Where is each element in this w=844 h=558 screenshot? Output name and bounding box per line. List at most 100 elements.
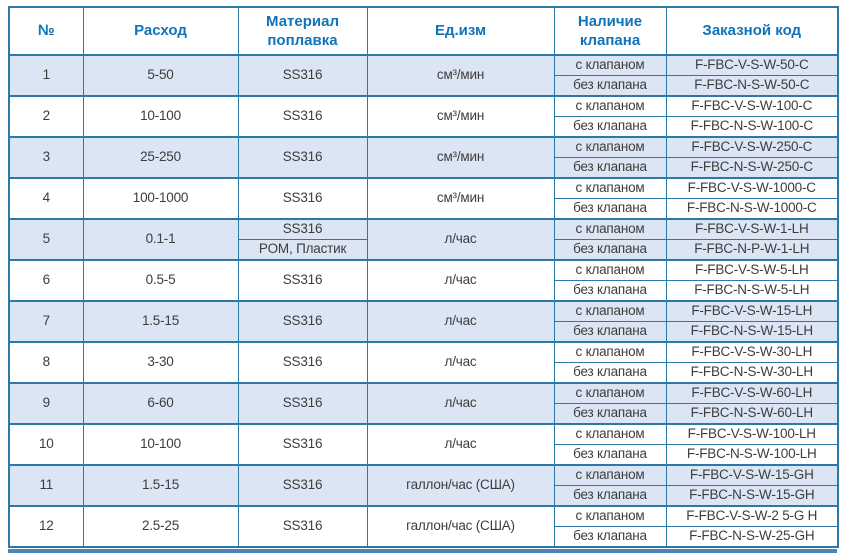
- table-row-variant-with-valve: 3 25-250 SS316 см³/мин с клапаном F-FBC-V-S-W…: [8, 136, 839, 179]
- flowmeter-order-table: № Расход Материал поплавка Ед.изм Наличи…: [8, 6, 839, 548]
- cell-flow: 10-100: [82, 423, 239, 466]
- cell-valve-option: без клапана: [553, 485, 667, 507]
- cell-order-code: F-FBC-N-S-W-15-LH: [665, 321, 839, 343]
- table-row-variant-with-valve: 1 5-50 SS316 см³/мин с клапаном F-FBC-V-S-W-5…: [8, 54, 839, 97]
- cell-material: SS316: [237, 341, 368, 384]
- column-header-code: Заказной код: [665, 6, 839, 56]
- cell-valve-option: с клапаном: [553, 259, 667, 281]
- cell-material: SS316: [237, 382, 368, 425]
- cell-unit: галлон/час (США): [366, 464, 555, 507]
- table-row-variant-with-valve: 5 0.1-1 SS316 л/час с клапаном F-FBC-V-S-W-1-…: [8, 218, 839, 261]
- cell-number: 8: [8, 341, 84, 384]
- cell-material: SS316: [237, 259, 368, 302]
- cell-valve-option: с клапаном: [553, 54, 667, 76]
- table-row-variant-with-valve: 7 1.5-15 SS316 л/час с клапаном F-FBC-V-S-W-1…: [8, 300, 839, 343]
- cell-order-code: F-FBC-V-S-W-1000-C: [665, 177, 839, 199]
- column-header-number: №: [8, 6, 84, 56]
- cell-flow: 0.1-1: [82, 218, 239, 261]
- table-row-variant-without-valve: без клапана F-FBC-N-S-W-5-LH: [9, 280, 839, 302]
- cell-order-code: F-FBC-N-S-W-60-LH: [665, 403, 839, 425]
- cell-order-code: F-FBC-V-S-W-30-LH: [665, 341, 839, 363]
- cell-material: SS316: [237, 177, 368, 220]
- table-row-variant-without-valve: без клапана F-FBC-N-S-W-60-LH: [9, 403, 839, 425]
- cell-order-code: F-FBC-N-S-W-100-C: [665, 116, 839, 138]
- table-row-variant-without-valve: без клапана F-FBC-N-S-W-250-C: [9, 157, 839, 179]
- cell-flow: 6-60: [82, 382, 239, 425]
- cell-valve-option: с клапаном: [553, 423, 667, 445]
- cell-order-code: F-FBC-N-S-W-1000-C: [665, 198, 839, 220]
- cell-valve-option: с клапаном: [553, 218, 667, 240]
- column-header-valve: Наличие клапана: [553, 6, 667, 56]
- table-row-variant-without-valve: без клапана F-FBC-N-S-W-50-C: [9, 75, 839, 97]
- cell-order-code: F-FBC-V-S-W-250-C: [665, 136, 839, 158]
- cell-valve-option: с клапаном: [553, 464, 667, 486]
- cell-valve-option: с клапаном: [553, 382, 667, 404]
- cell-flow: 100-1000: [82, 177, 239, 220]
- cell-order-code: F-FBC-V-S-W-15-LH: [665, 300, 839, 322]
- cell-unit: л/час: [366, 259, 555, 302]
- cell-valve-option: без клапана: [553, 198, 667, 220]
- cell-material-bottom: POM, Пластик: [237, 239, 368, 261]
- cell-flow: 25-250: [82, 136, 239, 179]
- cell-number: 9: [8, 382, 84, 425]
- cell-material-top: SS316: [237, 218, 368, 240]
- cell-valve-option: с клапаном: [553, 136, 667, 158]
- cell-order-code: F-FBC-V-S-W-1-LH: [665, 218, 839, 240]
- table-row-variant-without-valve: без клапана F-FBC-N-S-W-15-GH: [9, 485, 839, 507]
- cell-number: 7: [8, 300, 84, 343]
- cell-valve-option: с клапаном: [553, 505, 667, 527]
- column-header-flow: Расход: [82, 6, 239, 56]
- cell-number: 4: [8, 177, 84, 220]
- table-row-variant-without-valve: без клапана F-FBC-N-S-W-30-LH: [9, 362, 839, 384]
- cell-order-code: F-FBC-V-S-W-60-LH: [665, 382, 839, 404]
- table-row-variant-with-valve: 10 10-100 SS316 л/час с клапаном F-FBC-V-S-W-…: [8, 423, 839, 466]
- cell-flow: 3-30: [82, 341, 239, 384]
- cell-number: 11: [8, 464, 84, 507]
- flowmeter-table-container: № Расход Материал поплавка Ед.изм Наличи…: [8, 6, 839, 553]
- cell-material: SS316: [237, 505, 368, 548]
- cell-number: 10: [8, 423, 84, 466]
- cell-valve-option: с клапаном: [553, 341, 667, 363]
- table-row-variant-with-valve: 12 2.5-25 SS316 галлон/час (США) с клапаном F…: [8, 505, 839, 548]
- cell-order-code: F-FBC-N-S-W-50-C: [665, 75, 839, 97]
- cell-valve-option: без клапана: [553, 280, 667, 302]
- cell-order-code: F-FBC-V-S-W-100-LH: [665, 423, 839, 445]
- cell-valve-option: без клапана: [553, 362, 667, 384]
- table-row-variant-with-valve: 4 100-1000 SS316 см³/мин с клапаном F-FBC-V-S…: [8, 177, 839, 220]
- cell-unit: л/час: [366, 341, 555, 384]
- cell-order-code: F-FBC-V-S-W-15-GH: [665, 464, 839, 486]
- cell-valve-option: без клапана: [553, 239, 667, 261]
- table-body: 1 5-50 SS316 см³/мин с клапаном F-FBC-V-S-W-5…: [8, 54, 839, 548]
- table-row-variant-with-valve: 9 6-60 SS316 л/час с клапаном F-FBC-V-S-W-60-…: [8, 382, 839, 425]
- cell-order-code: F-FBC-N-S-W-5-LH: [665, 280, 839, 302]
- cell-valve-option: с клапаном: [553, 95, 667, 117]
- table-row-variant-with-valve: 2 10-100 SS316 см³/мин с клапаном F-FBC-V-S-W…: [8, 95, 839, 138]
- cell-number: 2: [8, 95, 84, 138]
- cell-unit: см³/мин: [366, 54, 555, 97]
- cell-flow: 2.5-25: [82, 505, 239, 548]
- cell-number: 6: [8, 259, 84, 302]
- cell-material: SS316: [237, 54, 368, 97]
- cell-unit: л/час: [366, 382, 555, 425]
- cell-unit: см³/мин: [366, 95, 555, 138]
- cell-valve-option: без клапана: [553, 321, 667, 343]
- cell-valve-option: без клапана: [553, 157, 667, 179]
- cell-material: SS316: [237, 95, 368, 138]
- table-row-variant-without-valve: без клапана F-FBC-N-S-W-100-C: [9, 116, 839, 138]
- cell-unit: л/час: [366, 423, 555, 466]
- cell-valve-option: без клапана: [553, 75, 667, 97]
- cell-order-code: F-FBC-V-S-W-5-LH: [665, 259, 839, 281]
- cell-order-code: F-FBC-N-S-W-25-GH: [665, 526, 839, 548]
- cell-material: SS316: [237, 423, 368, 466]
- table-row-variant-without-valve: без клапана F-FBC-N-S-W-15-LH: [9, 321, 839, 343]
- cell-valve-option: без клапана: [553, 403, 667, 425]
- cell-valve-option: без клапана: [553, 444, 667, 466]
- cell-unit: л/час: [366, 218, 555, 261]
- cell-material: SS316: [237, 464, 368, 507]
- cell-order-code: F-FBC-N-S-W-15-GH: [665, 485, 839, 507]
- cell-unit: см³/мин: [366, 177, 555, 220]
- table-row-variant-with-valve: 11 1.5-15 SS316 галлон/час (США) с клапаном F…: [8, 464, 839, 507]
- cell-material: SS316: [237, 300, 368, 343]
- cell-flow: 5-50: [82, 54, 239, 97]
